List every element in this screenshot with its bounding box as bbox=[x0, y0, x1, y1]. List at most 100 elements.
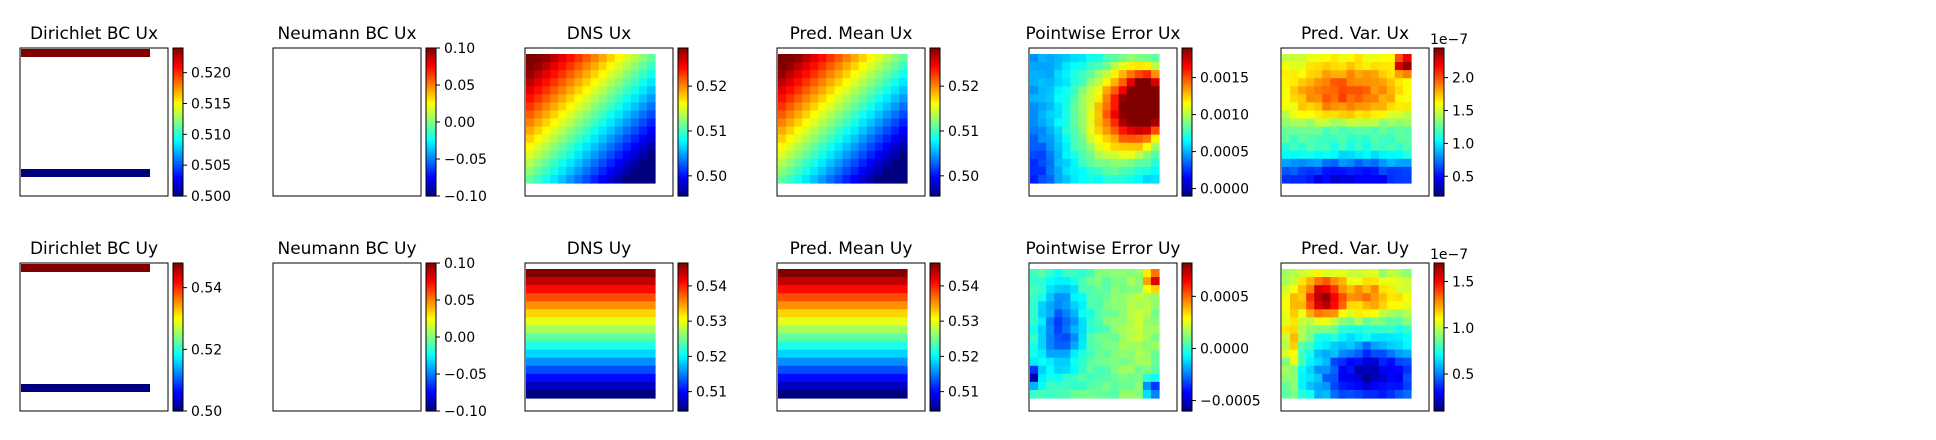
colorbar-segment bbox=[930, 96, 940, 100]
heatmap-cell bbox=[898, 357, 908, 367]
colorbar-segment bbox=[930, 269, 940, 273]
heatmap-cell bbox=[842, 333, 852, 343]
heatmap-cell bbox=[1118, 277, 1128, 286]
heatmap-cell bbox=[890, 317, 900, 327]
heatmap-cell bbox=[810, 389, 819, 399]
colorbar-segment bbox=[173, 68, 183, 72]
heatmap-cell bbox=[794, 269, 803, 278]
heatmap-cell bbox=[1282, 301, 1291, 310]
heatmap-cell bbox=[1102, 102, 1112, 112]
colorbar-segment bbox=[173, 177, 183, 181]
heatmap-cell bbox=[1322, 301, 1331, 310]
heatmap-cell bbox=[1354, 62, 1364, 71]
heatmap-cell bbox=[1102, 341, 1112, 351]
colorbar-segment bbox=[1434, 376, 1444, 380]
heatmap-cell bbox=[1298, 102, 1307, 112]
colorbar-segment bbox=[678, 374, 688, 377]
heatmap-cell bbox=[606, 118, 616, 128]
heatmap-cell bbox=[834, 70, 844, 79]
heatmap-cell bbox=[1078, 285, 1088, 294]
heatmap-cell bbox=[526, 373, 535, 383]
heatmap-cell bbox=[558, 381, 567, 391]
heatmap-cell bbox=[786, 381, 795, 391]
heatmap-cell bbox=[802, 70, 811, 79]
heatmap-cell bbox=[850, 166, 860, 176]
colorbar-segment bbox=[678, 265, 688, 269]
heatmap-cell bbox=[1142, 78, 1152, 87]
colorbar-segment bbox=[930, 323, 940, 327]
heatmap-cell bbox=[850, 341, 860, 351]
heatmap-cell bbox=[1346, 126, 1356, 136]
colorbar-segment bbox=[1182, 401, 1192, 405]
heatmap-cell bbox=[786, 317, 795, 327]
heatmap-cell bbox=[802, 134, 811, 144]
colorbar-segment bbox=[426, 348, 436, 352]
heatmap-cell bbox=[1054, 62, 1063, 71]
heatmap-cell bbox=[630, 94, 640, 103]
heatmap-cell bbox=[1402, 301, 1412, 310]
heatmap-cell bbox=[794, 150, 803, 160]
colorbar-segment bbox=[1434, 374, 1444, 377]
heatmap-cell bbox=[1054, 70, 1063, 79]
heatmap-cell bbox=[638, 349, 648, 359]
colorbar-segment bbox=[426, 306, 436, 310]
axes-frame bbox=[272, 47, 422, 197]
heatmap-cell bbox=[1346, 285, 1356, 294]
heatmap-cell bbox=[882, 166, 892, 176]
colorbar-segment bbox=[1434, 320, 1444, 324]
heatmap-cell bbox=[1306, 373, 1315, 383]
heatmap-cell bbox=[1142, 110, 1152, 120]
heatmap-cell bbox=[646, 174, 656, 184]
heatmap-cell bbox=[818, 341, 827, 351]
heatmap-cell bbox=[842, 325, 852, 335]
heatmap-cell bbox=[1046, 102, 1055, 112]
heatmap-cell bbox=[1394, 70, 1404, 79]
heatmap-cell bbox=[574, 110, 584, 120]
heatmap-cell bbox=[1290, 269, 1299, 278]
heatmap-cell bbox=[1126, 365, 1136, 375]
colorbar-segment bbox=[1182, 124, 1192, 128]
colorbar-segment bbox=[1434, 64, 1444, 68]
heatmap-cell bbox=[786, 277, 795, 286]
heatmap-cell bbox=[842, 110, 852, 120]
heatmap-cell bbox=[874, 333, 884, 343]
heatmap-cell bbox=[590, 62, 600, 71]
colorbar-segment bbox=[678, 119, 688, 123]
colorbar-segment bbox=[173, 286, 183, 290]
heatmap-cell bbox=[1070, 269, 1079, 278]
colorbar-segment bbox=[1182, 318, 1192, 322]
heatmap-cell bbox=[1086, 341, 1096, 351]
heatmap-cell bbox=[1046, 86, 1055, 95]
colorbar-segment bbox=[173, 325, 183, 329]
colorbar-segment bbox=[173, 309, 183, 313]
colorbar-segment bbox=[173, 337, 183, 340]
heatmap-cell bbox=[1070, 142, 1079, 152]
heatmap-cell bbox=[566, 269, 575, 278]
heatmap-cell bbox=[558, 86, 567, 95]
heatmap-cell bbox=[1030, 349, 1039, 359]
heatmap-cell bbox=[1142, 102, 1152, 112]
heatmap-cell bbox=[786, 126, 795, 136]
colorbar-segment bbox=[930, 263, 940, 266]
heatmap-cell bbox=[1094, 349, 1104, 359]
colorbar-segment bbox=[1182, 98, 1192, 102]
heatmap-cell bbox=[566, 54, 575, 63]
heatmap-cell bbox=[850, 381, 860, 391]
heatmap-cell bbox=[1126, 70, 1136, 79]
colorbar-segment bbox=[930, 161, 940, 165]
heatmap-cell bbox=[1306, 126, 1315, 136]
heatmap-cell bbox=[1078, 150, 1088, 160]
heatmap-cell bbox=[1086, 365, 1096, 375]
colorbar-segment bbox=[426, 272, 436, 276]
colorbar-segment bbox=[426, 325, 436, 329]
colorbar-segment bbox=[173, 191, 183, 195]
heatmap-cell bbox=[794, 134, 803, 144]
colorbar-segment bbox=[1182, 353, 1192, 357]
heatmap-cell bbox=[542, 134, 551, 144]
heatmap-cell bbox=[1046, 54, 1055, 63]
heatmap-cell bbox=[622, 118, 632, 128]
heatmap-cell bbox=[1370, 150, 1380, 160]
colorbar-segment bbox=[930, 339, 940, 343]
heatmap-cell bbox=[1362, 110, 1372, 120]
heatmap-cell bbox=[1330, 78, 1340, 87]
